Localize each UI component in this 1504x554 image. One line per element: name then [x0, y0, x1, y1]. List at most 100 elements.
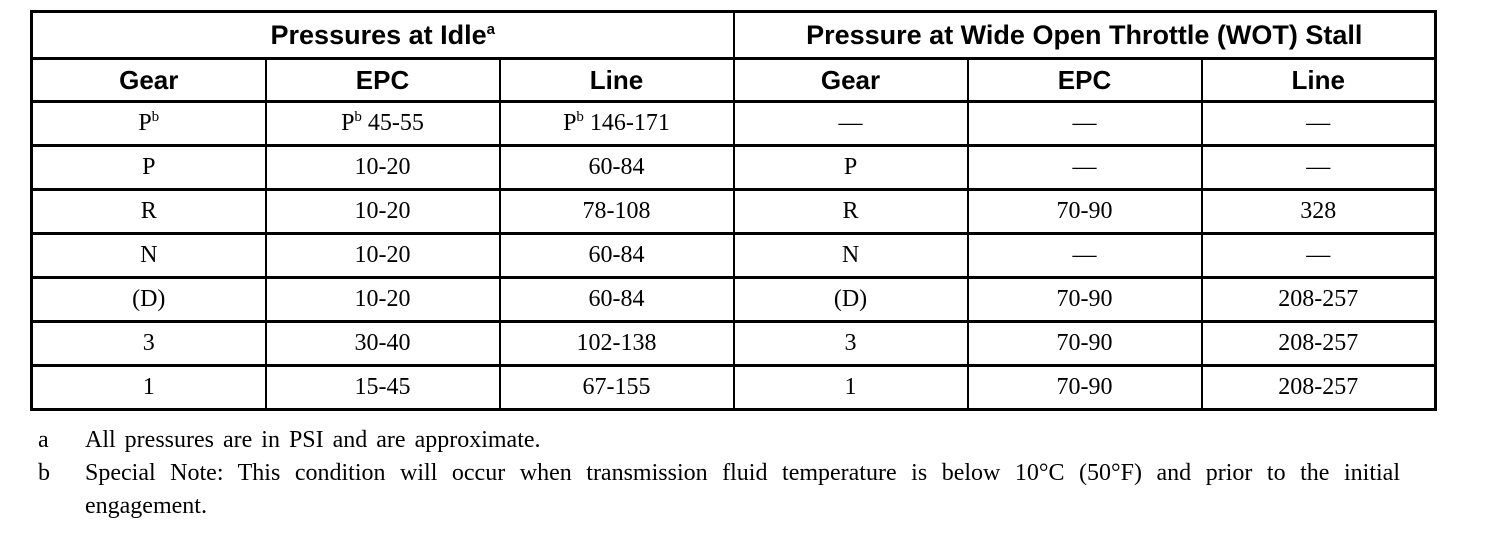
column-header-idle-line: Line	[498, 57, 735, 103]
section-header-idle: Pressures at Idlea	[30, 10, 735, 60]
idle-line-cell: 78-108	[498, 188, 735, 235]
table-row: R 10-20 78-108 R 70-90 328	[30, 188, 1437, 235]
cell-text: P	[341, 110, 355, 136]
section-header-wot-text: Pressure at Wide Open Throttle (WOT) Sta…	[806, 19, 1363, 50]
wot-gear-cell: P	[732, 144, 969, 191]
section-header-wot: Pressure at Wide Open Throttle (WOT) Sta…	[732, 10, 1437, 60]
cell-text: 70-90	[1056, 330, 1113, 356]
wot-epc-cell: 70-90	[966, 364, 1203, 411]
column-header-row: Gear EPC Line Gear EPC Line	[30, 57, 1437, 103]
cell-text: —	[1072, 242, 1097, 268]
pressure-spec-table: Pressures at Idlea Pressure at Wide Open…	[30, 10, 1438, 411]
idle-epc-cell: 10-20	[264, 144, 501, 191]
cell-text: 3	[844, 330, 857, 356]
cell-text: N	[841, 242, 860, 268]
idle-gear-cell: 1	[30, 364, 267, 411]
wot-gear-cell: 3	[732, 320, 969, 367]
column-header-idle-gear: Gear	[30, 57, 267, 103]
cell-text-rest: 45-55	[361, 110, 424, 136]
wot-line-cell: —	[1200, 100, 1437, 147]
wot-epc-cell: 70-90	[966, 188, 1203, 235]
wot-epc-cell: —	[966, 100, 1203, 147]
footnote-ref-b: b	[151, 109, 160, 125]
cell-text: 1	[142, 374, 155, 400]
table-row: P 10-20 60-84 P — —	[30, 144, 1437, 191]
footnote-b-marker: b	[38, 460, 50, 486]
wot-gear-cell: R	[732, 188, 969, 235]
cell-text: 328	[1300, 198, 1337, 224]
cell-text: 67-155	[582, 374, 651, 400]
cell-text: R	[140, 198, 157, 224]
cell-text: 70-90	[1056, 286, 1113, 312]
cell-text: 208-257	[1278, 330, 1359, 356]
wot-epc-cell: 70-90	[966, 276, 1203, 323]
wot-line-cell: 208-257	[1200, 276, 1437, 323]
column-header-idle-epc: EPC	[264, 57, 501, 103]
footnote-ref-b: b	[354, 109, 362, 125]
idle-line-cell: 60-84	[498, 276, 735, 323]
section-header-idle-text: Pressures at Idle	[270, 19, 487, 50]
wot-epc-cell: 70-90	[966, 320, 1203, 367]
cell-text: 208-257	[1278, 374, 1359, 400]
table-row: N 10-20 60-84 N — —	[30, 232, 1437, 279]
cell-text: 10-20	[354, 154, 411, 180]
column-header-wot-gear: Gear	[732, 57, 969, 103]
idle-line-cell: Pb 146-171	[498, 100, 735, 147]
cell-text: —	[838, 110, 863, 136]
idle-epc-cell: 30-40	[264, 320, 501, 367]
idle-gear-cell: 3	[30, 320, 267, 367]
idle-gear-cell: Pb	[30, 100, 267, 147]
section-header-row: Pressures at Idlea Pressure at Wide Open…	[30, 10, 1437, 60]
idle-epc-cell: 10-20	[264, 232, 501, 279]
idle-line-cell: 67-155	[498, 364, 735, 411]
cell-text: 1	[844, 374, 857, 400]
table-row: (D) 10-20 60-84 (D) 70-90 208-257	[30, 276, 1437, 323]
footnote-a-marker: a	[38, 427, 49, 453]
idle-epc-cell: 10-20	[264, 188, 501, 235]
column-header-wot-epc: EPC	[966, 57, 1203, 103]
cell-text: 10-20	[354, 198, 411, 224]
wot-gear-cell: 1	[732, 364, 969, 411]
idle-gear-cell: N	[30, 232, 267, 279]
wot-line-cell: —	[1200, 144, 1437, 191]
table-row: 3 30-40 102-138 3 70-90 208-257	[30, 320, 1437, 367]
cell-text: 70-90	[1056, 198, 1113, 224]
cell-text: —	[1072, 110, 1097, 136]
idle-gear-cell: (D)	[30, 276, 267, 323]
cell-text: —	[1306, 242, 1331, 268]
cell-text: 15-45	[354, 374, 411, 400]
cell-text: P	[843, 154, 858, 180]
footnotes: a All pressures are in PSI and are appro…	[38, 424, 1458, 523]
idle-line-cell: 60-84	[498, 144, 735, 191]
cell-text-rest: 146-171	[583, 110, 670, 136]
cell-text: R	[842, 198, 859, 224]
wot-line-cell: 208-257	[1200, 320, 1437, 367]
cell-text: P	[142, 154, 156, 180]
footnote-ref-a: a	[486, 20, 495, 38]
cell-text: 208-257	[1278, 286, 1359, 312]
wot-epc-cell: —	[966, 232, 1203, 279]
cell-text: P	[563, 110, 577, 136]
idle-line-cell: 102-138	[498, 320, 735, 367]
idle-epc-cell: 15-45	[264, 364, 501, 411]
footnote-a: a All pressures are in PSI and are appro…	[38, 424, 1458, 457]
cell-text: 60-84	[588, 242, 645, 268]
wot-gear-cell: N	[732, 232, 969, 279]
table-row: 1 15-45 67-155 1 70-90 208-257	[30, 364, 1437, 411]
footnote-b-text: Special Note: This condition will occur …	[85, 460, 1400, 519]
cell-text: 102-138	[576, 330, 657, 356]
idle-line-cell: 60-84	[498, 232, 735, 279]
idle-epc-cell: 10-20	[264, 276, 501, 323]
footnote-b: b Special Note: This condition will occu…	[38, 457, 1458, 523]
cell-text: 30-40	[354, 330, 411, 356]
wot-line-cell: 328	[1200, 188, 1437, 235]
cell-text: 10-20	[354, 242, 411, 268]
cell-text: (D)	[132, 286, 166, 312]
cell-text: 60-84	[588, 154, 645, 180]
cell-text: —	[1306, 110, 1331, 136]
footnote-ref-b: b	[576, 109, 584, 125]
wot-gear-cell: —	[732, 100, 969, 147]
column-header-wot-line: Line	[1200, 57, 1437, 103]
cell-text: 10-20	[354, 286, 411, 312]
